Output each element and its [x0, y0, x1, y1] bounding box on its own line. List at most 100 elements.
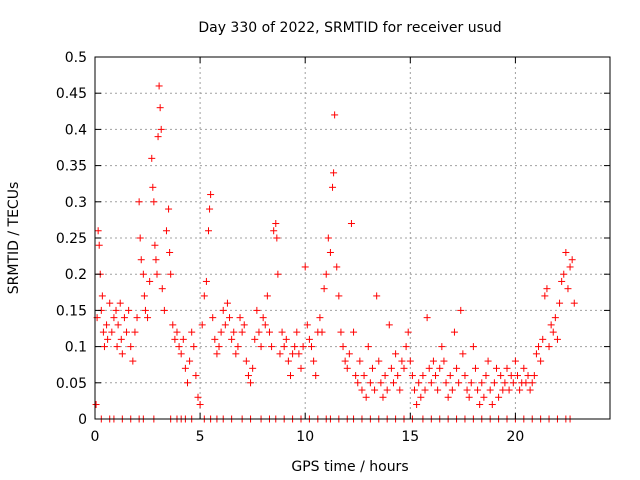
data-point — [448, 386, 456, 394]
data-point — [350, 328, 358, 336]
data-point — [278, 328, 286, 336]
x-tick-label: 15 — [401, 429, 419, 445]
data-point — [232, 350, 240, 358]
data-point — [291, 343, 299, 351]
data-point — [249, 364, 257, 372]
data-point — [530, 372, 538, 380]
data-point — [272, 220, 280, 228]
data-point — [141, 306, 149, 314]
data-point — [398, 357, 406, 365]
data-point — [450, 328, 458, 336]
data-point — [129, 357, 137, 365]
data-point — [206, 205, 214, 213]
data-point — [205, 227, 213, 235]
data-point — [486, 386, 494, 394]
data-point — [375, 357, 383, 365]
data-point — [482, 372, 490, 380]
data-point — [221, 321, 229, 329]
data-point — [539, 335, 547, 343]
data-point — [469, 343, 477, 351]
data-point — [413, 401, 421, 409]
data-point — [501, 379, 509, 387]
data-point — [299, 343, 307, 351]
data-point — [373, 292, 381, 300]
data-point — [331, 111, 339, 119]
data-point — [368, 364, 376, 372]
data-point — [528, 379, 536, 387]
data-point — [310, 357, 318, 365]
data-point — [387, 364, 395, 372]
data-point — [476, 401, 484, 409]
data-point — [389, 379, 397, 387]
data-point — [125, 306, 133, 314]
data-point — [173, 328, 181, 336]
data-point — [259, 314, 267, 322]
y-tick-label: 0.45 — [56, 86, 87, 102]
data-point — [99, 328, 107, 336]
data-point — [360, 372, 368, 380]
data-point — [566, 263, 574, 271]
data-point — [154, 133, 162, 141]
data-point — [140, 292, 148, 300]
data-point — [117, 335, 125, 343]
data-point — [200, 292, 208, 300]
data-point — [282, 335, 290, 343]
data-point — [194, 393, 202, 401]
data-point — [499, 386, 507, 394]
data-point — [257, 343, 265, 351]
data-point — [211, 335, 219, 343]
data-point — [379, 393, 387, 401]
data-point — [234, 343, 242, 351]
data-point — [261, 321, 269, 329]
data-point — [148, 154, 156, 162]
data-point — [136, 234, 144, 242]
y-tick-label: 0.35 — [56, 159, 87, 175]
data-point — [133, 314, 141, 322]
data-point — [186, 357, 194, 365]
data-point — [425, 364, 433, 372]
y-tick-label: 0.5 — [65, 50, 87, 66]
data-point — [427, 379, 435, 387]
data-point — [103, 321, 111, 329]
data-point — [484, 357, 492, 365]
data-point — [219, 306, 227, 314]
data-point — [255, 328, 263, 336]
x-tick-label: 20 — [506, 429, 524, 445]
y-tick-label: 0.15 — [56, 303, 87, 319]
data-point — [223, 299, 231, 307]
data-point — [411, 386, 419, 394]
data-point — [345, 350, 353, 358]
data-point — [461, 372, 469, 380]
data-point — [236, 314, 244, 322]
data-point — [244, 372, 252, 380]
data-point — [385, 321, 393, 329]
data-point — [442, 379, 450, 387]
data-point — [153, 270, 161, 278]
data-point — [421, 386, 429, 394]
data-point — [400, 364, 408, 372]
data-point — [535, 343, 543, 351]
data-point — [217, 328, 225, 336]
data-point — [383, 386, 391, 394]
data-point — [106, 299, 114, 307]
data-point — [377, 379, 385, 387]
data-point — [459, 350, 467, 358]
data-point — [324, 234, 332, 242]
data-point — [198, 321, 206, 329]
data-point — [553, 335, 561, 343]
data-point — [444, 393, 452, 401]
data-point — [438, 343, 446, 351]
data-point — [286, 372, 294, 380]
data-point — [541, 292, 549, 300]
data-point — [347, 220, 355, 228]
data-point — [295, 350, 303, 358]
data-point — [209, 314, 217, 322]
data-point — [265, 328, 273, 336]
data-point — [547, 321, 555, 329]
data-point — [98, 292, 106, 300]
data-point — [110, 314, 118, 322]
data-point — [95, 241, 103, 249]
data-point — [108, 328, 116, 336]
data-point — [497, 372, 505, 380]
